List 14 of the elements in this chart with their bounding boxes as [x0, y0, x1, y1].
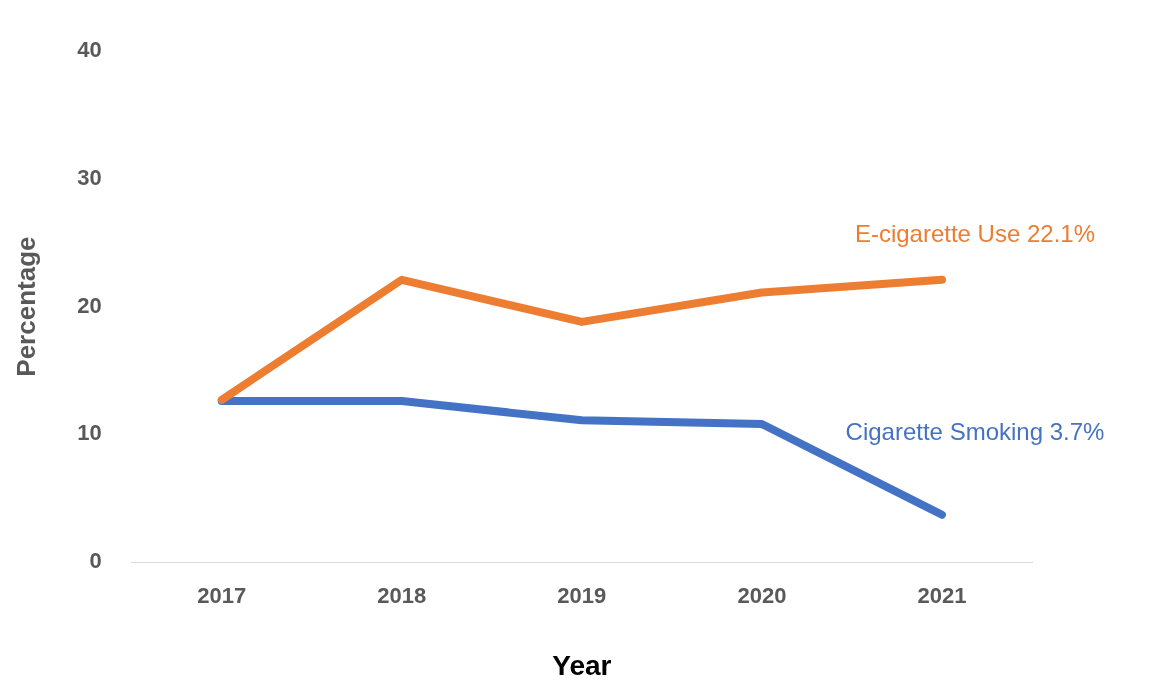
y-axis-title: Percentage	[10, 236, 41, 377]
x-tick-label: 2021	[917, 583, 967, 609]
annotation: E-cigarette Use 22.1%	[854, 220, 1096, 248]
x-tick-label: 2019	[557, 583, 607, 609]
x-tick-label: 2017	[197, 583, 247, 609]
x-tick-label: 2020	[737, 583, 787, 609]
y-tick-label: 20	[77, 292, 102, 318]
x-tick-label: 2018	[377, 583, 427, 609]
y-tick-label: 30	[77, 164, 102, 190]
x-axis-title: Year	[552, 649, 612, 681]
y-tick-label: 40	[77, 37, 102, 63]
y-tick-label: 0	[89, 548, 102, 574]
y-tick-label: 10	[77, 420, 102, 446]
annotation: Cigarette Smoking 3.7%	[845, 418, 1105, 446]
